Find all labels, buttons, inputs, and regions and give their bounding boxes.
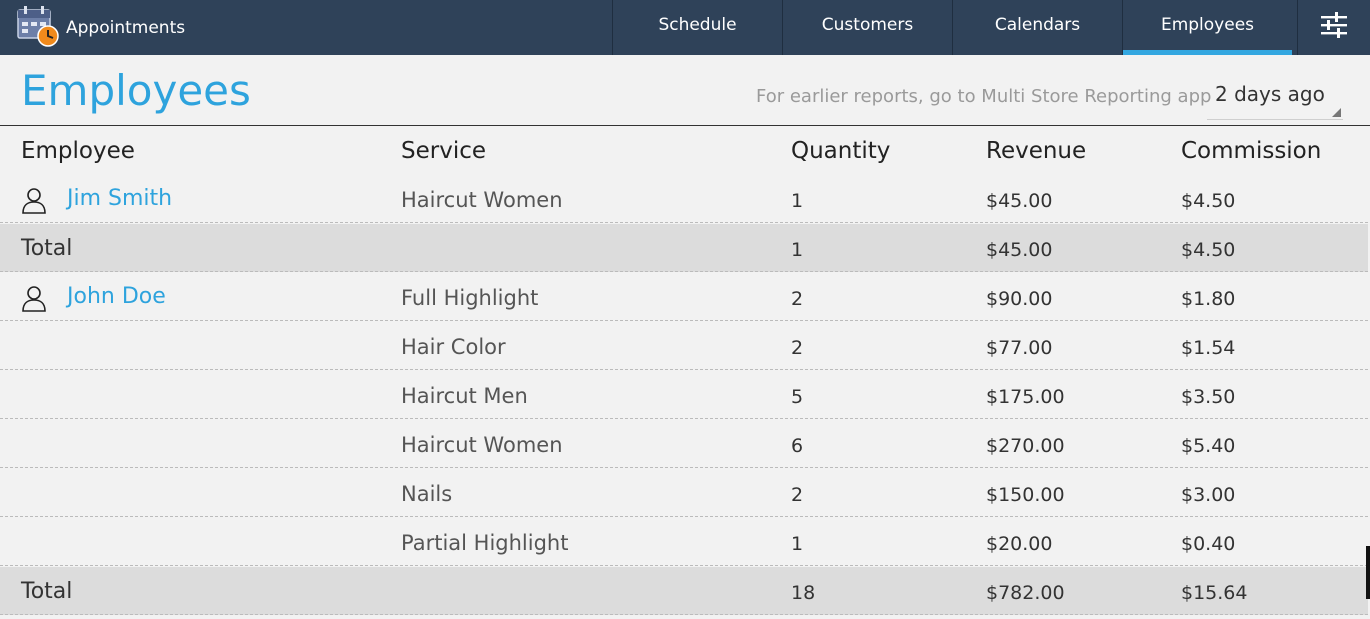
- tab-calendars[interactable]: Calendars: [952, 0, 1122, 55]
- employee-link[interactable]: John Doe: [67, 284, 166, 309]
- revenue-cell: $45.00: [986, 239, 1053, 261]
- commission-cell: $3.50: [1181, 386, 1236, 408]
- revenue-cell: $77.00: [986, 337, 1053, 359]
- service-cell: Full Highlight: [401, 286, 539, 310]
- commission-cell: $3.00: [1181, 484, 1236, 506]
- tab-label: Employees: [1160, 15, 1255, 35]
- tab-customers[interactable]: Customers: [782, 0, 952, 55]
- commission-cell: $0.40: [1181, 533, 1236, 555]
- commission-cell: $15.64: [1181, 582, 1248, 604]
- date-range-value: 2 days ago: [1215, 82, 1325, 106]
- quantity-cell: 2: [791, 484, 804, 506]
- revenue-cell: $270.00: [986, 435, 1065, 457]
- quantity-cell: 2: [791, 337, 804, 359]
- quantity-cell: 5: [791, 386, 804, 408]
- quantity-cell: 6: [791, 435, 804, 457]
- column-header-revenue: Revenue: [986, 138, 1087, 164]
- tab-label: Customers: [821, 15, 914, 35]
- revenue-cell: $150.00: [986, 484, 1065, 506]
- total-label: Total: [21, 579, 73, 604]
- service-cell: Partial Highlight: [401, 531, 569, 555]
- table-row: John Doe Full Highlight 2 $90.00 $1.80: [0, 273, 1368, 321]
- report-hint: For earlier reports, go to Multi Store R…: [756, 86, 1212, 107]
- quantity-cell: 1: [791, 239, 804, 261]
- date-range-select[interactable]: 2 days ago: [1207, 76, 1343, 120]
- commission-cell: $4.50: [1181, 239, 1236, 261]
- app-title: Appointments: [66, 18, 186, 38]
- tab-label: Schedule: [658, 15, 737, 35]
- revenue-cell: $45.00: [986, 190, 1053, 212]
- table-row: Hair Color 2 $77.00 $1.54: [0, 322, 1368, 370]
- service-cell: Haircut Women: [401, 433, 563, 457]
- service-cell: Haircut Women: [401, 188, 563, 212]
- scrollbar-edge[interactable]: [1366, 546, 1370, 599]
- column-header-employee: Employee: [21, 138, 135, 164]
- header-divider: [0, 125, 1370, 126]
- person-icon: [22, 286, 46, 312]
- revenue-cell: $90.00: [986, 288, 1053, 310]
- tab-schedule[interactable]: Schedule: [612, 0, 782, 55]
- person-icon: [22, 188, 46, 214]
- quantity-cell: 2: [791, 288, 804, 310]
- table-row: Jim Smith Haircut Women 1 $45.00 $4.50: [0, 175, 1368, 223]
- quantity-cell: 1: [791, 190, 804, 212]
- column-header-commission: Commission: [1181, 138, 1322, 164]
- main-tabs: Schedule Customers Calendars Employees: [612, 0, 1292, 55]
- top-bar: Appointments Schedule Customers Calendar…: [0, 0, 1370, 55]
- service-cell: Nails: [401, 482, 453, 506]
- tab-label: Calendars: [994, 15, 1081, 35]
- table-row: Haircut Women 6 $270.00 $5.40: [0, 420, 1368, 468]
- column-header-service: Service: [401, 138, 487, 164]
- commission-cell: $1.80: [1181, 288, 1236, 310]
- service-cell: Hair Color: [401, 335, 506, 359]
- dropdown-arrow-icon: [1332, 108, 1341, 117]
- total-row: Total 1 $45.00 $4.50: [0, 224, 1368, 272]
- table-row: Haircut Men 5 $175.00 $3.50: [0, 371, 1368, 419]
- calendar-clock-icon[interactable]: [16, 5, 60, 47]
- quantity-cell: 1: [791, 533, 804, 555]
- revenue-cell: $20.00: [986, 533, 1053, 555]
- revenue-cell: $175.00: [986, 386, 1065, 408]
- total-label: Total: [21, 236, 73, 261]
- tab-employees[interactable]: Employees: [1122, 0, 1292, 55]
- sliders-icon: [1321, 12, 1347, 38]
- page-title: Employees: [21, 66, 251, 115]
- table-row: Nails 2 $150.00 $3.00: [0, 469, 1368, 517]
- quantity-cell: 18: [791, 582, 816, 604]
- commission-cell: $4.50: [1181, 190, 1236, 212]
- settings-button[interactable]: [1297, 0, 1370, 55]
- column-header-quantity: Quantity: [791, 138, 891, 164]
- service-cell: Haircut Men: [401, 384, 528, 408]
- commission-cell: $1.54: [1181, 337, 1236, 359]
- table-row: Partial Highlight 1 $20.00 $0.40: [0, 518, 1368, 566]
- revenue-cell: $782.00: [986, 582, 1065, 604]
- commission-cell: $5.40: [1181, 435, 1236, 457]
- employee-link[interactable]: Jim Smith: [67, 186, 173, 211]
- total-row: Total 18 $782.00 $15.64: [0, 567, 1368, 615]
